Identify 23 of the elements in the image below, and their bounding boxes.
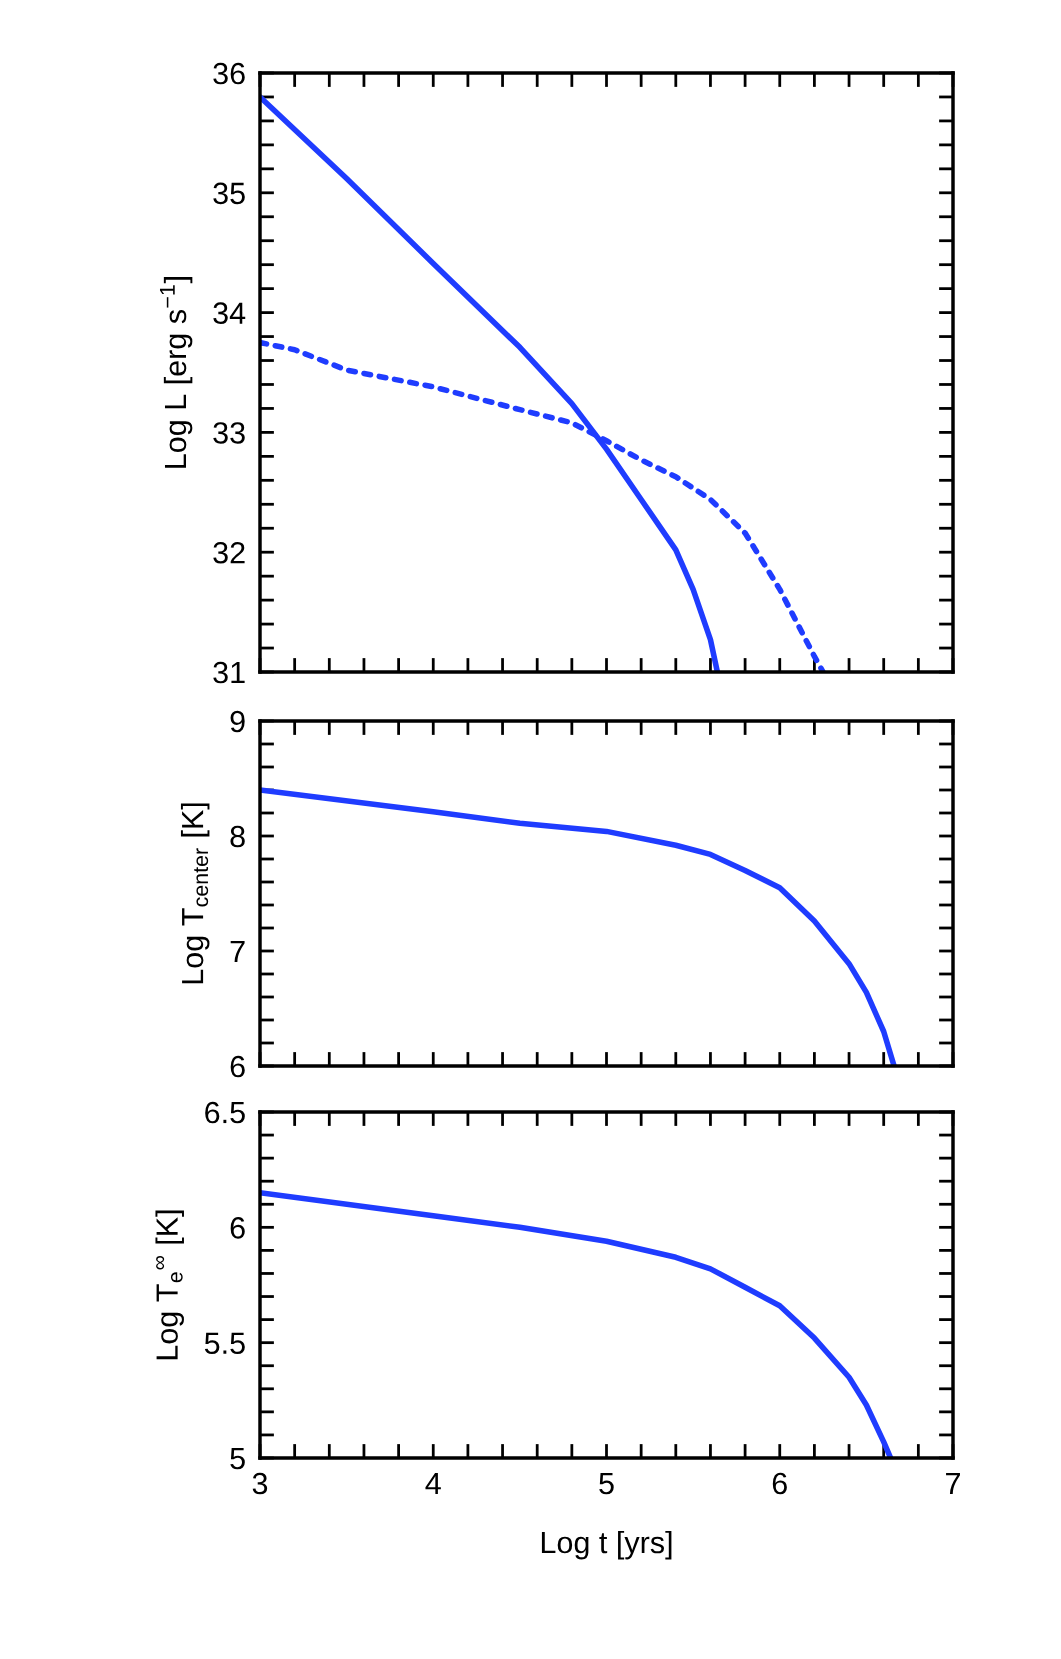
x-axis-title: Log t [yrs] — [541, 1530, 672, 1560]
y-tick-label: 9 — [230, 710, 245, 733]
y-tick-label: 6.5 — [205, 1101, 245, 1124]
x-tick-label: 6 — [772, 1472, 787, 1495]
y-axis-title: Log T$_{e}$$^{∞}$ [K] — [155, 1210, 184, 1360]
y-tick-label: 5 — [230, 1448, 245, 1470]
y-tick-label: 8 — [230, 825, 245, 848]
y-tick-label: 7 — [230, 941, 245, 963]
y-tick-label: 34 — [213, 302, 246, 324]
x-tick-label: 3 — [252, 1472, 268, 1495]
y-tick-label: 6 — [230, 1055, 245, 1078]
y-tick-label: 35 — [213, 182, 245, 205]
y-axis-title: Log T$_{center}$ [K] — [180, 803, 210, 984]
y-tick-label: 6 — [230, 1217, 245, 1239]
x-tick-label: 5 — [599, 1473, 614, 1495]
y-tick-label: 31 — [213, 661, 245, 684]
y-tick-label: 32 — [213, 541, 245, 564]
x-tick-label: 7 — [946, 1473, 960, 1495]
y-tick-label: 33 — [213, 422, 245, 444]
x-tick-label: 4 — [425, 1473, 441, 1495]
y-tick-label: 5.5 — [204, 1332, 245, 1355]
y-tick-label: 36 — [213, 62, 245, 85]
y-axis-title: Log L [erg s$^{−1}$] — [159, 277, 193, 468]
